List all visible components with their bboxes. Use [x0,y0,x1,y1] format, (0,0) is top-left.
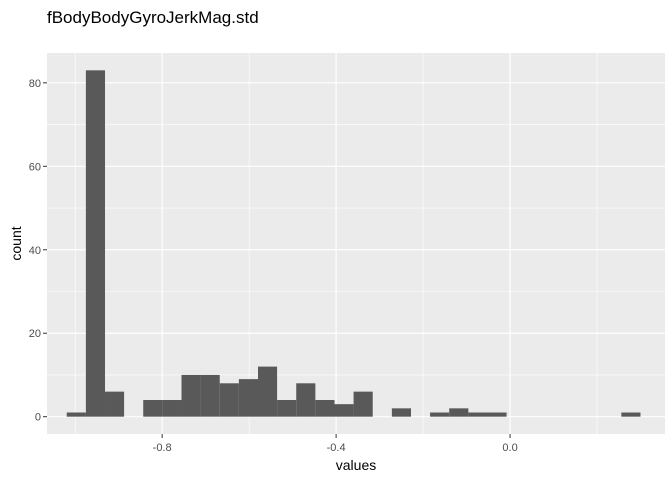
x-tick-label: -0.8 [153,442,172,454]
histogram-bar [334,404,354,417]
y-axis-title: count [8,226,24,260]
y-tick-label: 20 [29,328,41,340]
histogram-bar [391,408,411,417]
histogram-bar [85,70,106,417]
y-tick-label: 80 [29,78,41,90]
x-tick-label: -0.4 [327,442,346,454]
histogram-bar [621,412,641,417]
histogram-bar [449,408,469,417]
chart-title: fBodyBodyGyroJerkMag.std [47,8,259,27]
y-tick-label: 40 [29,245,41,257]
y-tick-label: 60 [29,161,41,173]
histogram-bar [238,379,259,417]
histogram-bar [277,399,297,417]
histogram-bar [430,412,450,417]
histogram-bar [143,399,163,417]
histogram-bars [66,70,641,417]
histogram-bar [181,374,201,417]
y-axis: 0 20 40 60 80 [29,78,47,424]
x-axis: -0.8 -0.4 0.0 [153,434,518,454]
histogram-bar [315,399,335,417]
histogram-bar [353,391,373,417]
plot-panel [47,53,665,434]
y-tick-label: 0 [35,412,41,424]
histogram-bar [296,383,316,417]
histogram-bar [258,366,278,417]
minor-grid [47,53,665,434]
histogram-bar [219,383,239,417]
histogram-bar [200,374,220,417]
histogram-bar [105,391,125,417]
histogram-bar [487,412,507,417]
histogram-bar [66,412,86,417]
x-tick-label: 0.0 [502,442,517,454]
x-axis-title: values [336,457,376,473]
histogram-bar [468,412,488,417]
histogram-bar [162,399,182,417]
